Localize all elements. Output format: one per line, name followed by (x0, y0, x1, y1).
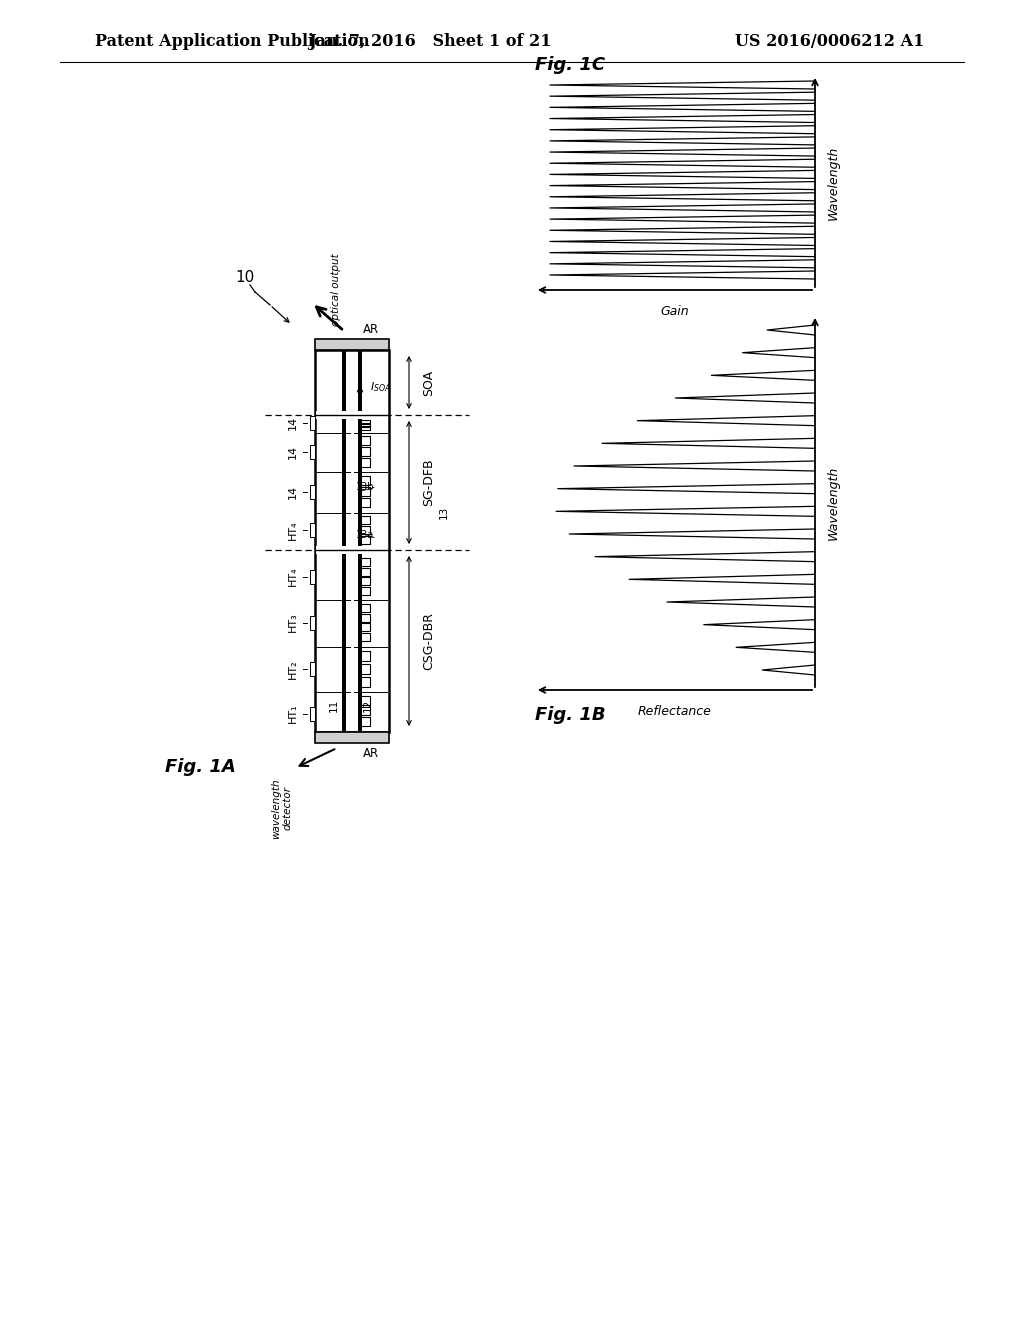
Text: $I_{SOA}$: $I_{SOA}$ (370, 380, 391, 393)
Text: Fig. 1C: Fig. 1C (535, 55, 605, 74)
Text: 11: 11 (329, 698, 339, 711)
Bar (310, 615, 315, 630)
Text: Fig. 1B: Fig. 1B (535, 706, 605, 723)
Text: AR: AR (364, 747, 379, 760)
Text: SG-DFB: SG-DFB (423, 458, 435, 507)
Text: 14: 14 (288, 416, 298, 429)
Text: 14: 14 (288, 445, 298, 458)
Text: HT₁: HT₁ (288, 704, 298, 723)
Bar (315, 733, 389, 743)
Text: Wavelength: Wavelength (827, 466, 840, 540)
Text: 14: 14 (288, 484, 298, 499)
Text: Jan. 7, 2016   Sheet 1 of 21: Jan. 7, 2016 Sheet 1 of 21 (308, 33, 552, 50)
Text: AR: AR (364, 323, 379, 337)
Bar (342, 350, 346, 733)
Text: Fig. 1A: Fig. 1A (165, 758, 236, 776)
Bar (310, 523, 315, 537)
Text: 13b: 13b (356, 483, 375, 492)
Text: 12: 12 (362, 698, 373, 711)
Bar (315, 350, 389, 733)
Text: HT₂: HT₂ (288, 659, 298, 678)
Text: 13a: 13a (356, 531, 374, 540)
Bar (310, 416, 315, 429)
Text: Gain: Gain (660, 305, 689, 318)
Text: optical output: optical output (331, 253, 341, 326)
Text: SOA: SOA (423, 370, 435, 396)
Bar (310, 569, 315, 583)
Bar (310, 663, 315, 676)
Text: Reflectance: Reflectance (638, 705, 712, 718)
Text: CSG-DBR: CSG-DBR (423, 612, 435, 671)
Text: US 2016/0006212 A1: US 2016/0006212 A1 (735, 33, 925, 50)
Bar (358, 350, 362, 733)
Text: HT₃: HT₃ (288, 612, 298, 632)
Text: Wavelength: Wavelength (827, 145, 840, 219)
Text: wavelength
detector: wavelength detector (271, 777, 293, 838)
Bar (316, 411, 388, 418)
Bar (310, 484, 315, 499)
Bar (310, 706, 315, 721)
Text: HT₄: HT₄ (288, 520, 298, 540)
Bar (315, 339, 389, 350)
Text: HT₄: HT₄ (288, 566, 298, 586)
Text: 13: 13 (439, 506, 449, 519)
Text: Patent Application Publication: Patent Application Publication (95, 33, 370, 50)
Text: 10: 10 (234, 271, 254, 285)
Bar (310, 445, 315, 458)
Bar (316, 546, 388, 554)
